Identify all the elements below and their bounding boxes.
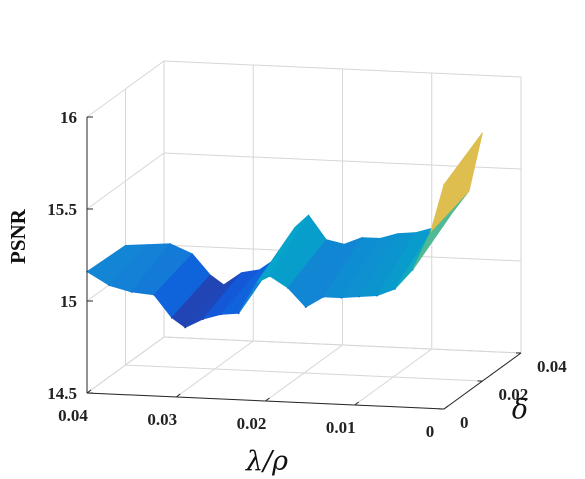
data-point (322, 296, 325, 298)
surface-patch (430, 132, 483, 233)
data-point (220, 313, 222, 316)
z-axis-label: δ (512, 394, 528, 425)
surface-plot (86, 132, 483, 329)
data-point (153, 293, 155, 296)
data-point (358, 295, 361, 298)
grid-line-y (86, 60, 522, 118)
grid-line-y (86, 336, 522, 394)
x-tick-mark (86, 389, 92, 394)
data-point (255, 281, 258, 284)
z-tick-label: 0.02 (499, 385, 529, 404)
x-tick-label: 0.02 (237, 414, 267, 433)
z-tick-label: 0.04 (537, 357, 567, 376)
y-tick-label: 16 (60, 108, 77, 127)
data-point (184, 326, 187, 329)
x-axis-label: λ/ρ (245, 446, 288, 477)
data-point (443, 183, 445, 186)
x-tick-label: 0.01 (326, 418, 356, 437)
y-tick-label: 14.5 (47, 384, 77, 403)
axis-lines (86, 116, 522, 410)
data-point (170, 316, 173, 319)
x-tick-label: 0 (426, 422, 435, 441)
x-tick-mark (354, 401, 360, 406)
data-point (429, 230, 432, 233)
z-tick-label: 0 (460, 413, 469, 432)
x-tick-label: 0.03 (147, 410, 177, 429)
tick-labels: 14.5 15 15.5 16 0.04 0.03 0.02 0.01 0 0 0.02 0.04 (47, 108, 567, 441)
data-point (237, 312, 240, 315)
data-point (202, 318, 204, 320)
grid-line-z (163, 61, 522, 354)
y-tick-label: 15 (60, 292, 77, 311)
grid-line-z (125, 89, 483, 382)
data-point (376, 294, 378, 297)
x-tick-mark (175, 393, 181, 398)
x-tick-mark (443, 405, 449, 410)
data-point (286, 287, 289, 289)
y-axis-label: PSNR (6, 208, 30, 264)
x-tick-mark (265, 397, 270, 402)
x-tick-label: 0.04 (58, 406, 88, 425)
data-point (269, 275, 271, 277)
data-point (340, 296, 343, 299)
data-point (130, 291, 133, 293)
data-point (108, 284, 111, 287)
y-tick-label: 15.5 (47, 200, 77, 219)
data-point (394, 288, 396, 290)
data-point (304, 306, 307, 308)
data-point (411, 268, 414, 271)
